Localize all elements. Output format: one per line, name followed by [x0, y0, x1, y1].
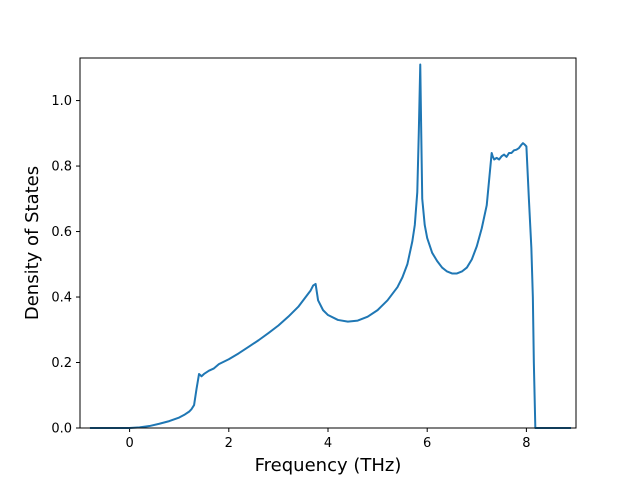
y-tick-label: 1.0 [51, 94, 72, 109]
y-ticks: 0.0 0.2 0.4 0.6 0.8 1.0 [51, 94, 80, 437]
series-lines [89, 63, 572, 429]
x-axis-label: Frequency (THz) [255, 455, 402, 476]
plot-frame [79, 57, 577, 429]
y-tick-label: 0.8 [51, 160, 72, 175]
y-tick-label: 0.0 [51, 422, 72, 437]
x-tick-label: 0 [125, 436, 133, 451]
x-ticks: 0 2 4 6 8 [125, 428, 531, 451]
y-axis-label: Density of States [22, 166, 43, 320]
dos-series-line [89, 63, 572, 429]
x-tick-label: 8 [522, 436, 530, 451]
y-tick-label: 0.2 [51, 356, 72, 371]
y-tick-label: 0.4 [51, 291, 72, 306]
x-tick-label: 2 [225, 436, 233, 451]
x-tick-label: 6 [423, 436, 431, 451]
y-tick-label: 0.6 [51, 225, 72, 240]
x-tick-label: 4 [324, 436, 332, 451]
